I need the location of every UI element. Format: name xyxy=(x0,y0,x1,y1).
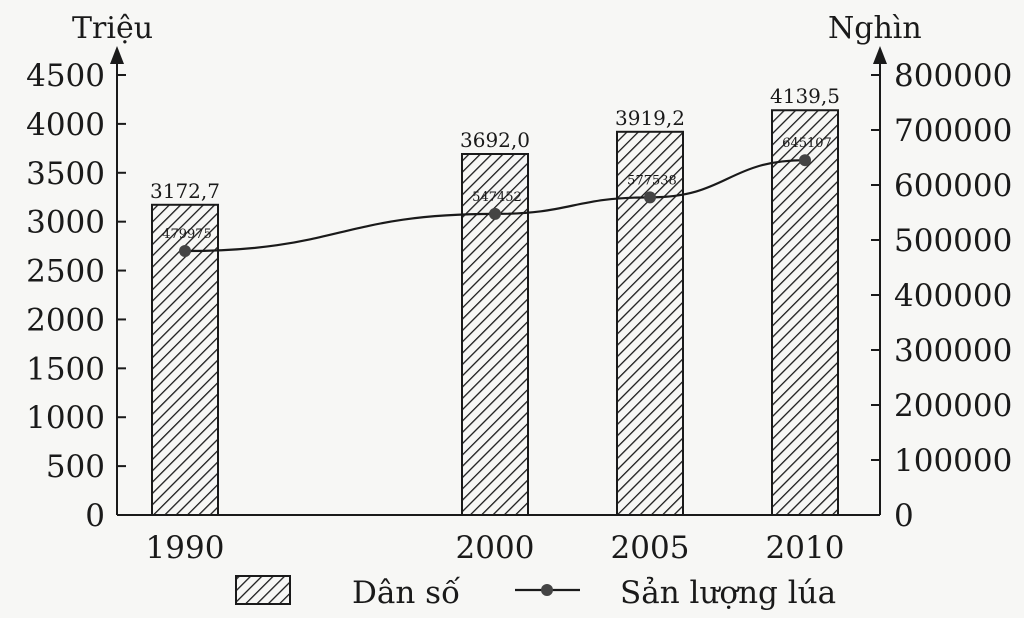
right-tick-label: 500000 xyxy=(894,223,1012,259)
bar-value-label: 4139,5 xyxy=(770,84,840,108)
line-san-luong-lua xyxy=(184,159,806,253)
axes: Triệu Nghìn 0 500 1000 1500 2000 2500 3000 3500 40… xyxy=(26,11,1012,566)
left-axis-unit: Triệu xyxy=(72,11,153,46)
legend-bar-label: Dân số xyxy=(352,575,460,611)
line-point xyxy=(489,207,501,220)
left-tick-label: 3500 xyxy=(26,156,105,192)
right-tick-label: 100000 xyxy=(894,443,1012,479)
x-tick-label: 2005 xyxy=(611,530,690,566)
legend-bar-swatch xyxy=(235,575,291,605)
left-tick-label: 1000 xyxy=(26,400,105,436)
line-value-label: 479975 xyxy=(162,227,212,242)
left-tick-label: 2000 xyxy=(26,302,105,338)
right-axis-arrow xyxy=(873,46,887,64)
line-value-label: 645107 xyxy=(782,136,832,151)
left-tick-label: 2500 xyxy=(26,254,105,290)
line-point xyxy=(179,245,191,258)
line-point xyxy=(644,191,656,204)
left-tick-label: 0 xyxy=(85,498,105,534)
x-tick-label: 2000 xyxy=(456,530,535,566)
bar-value-label: 3172,7 xyxy=(150,179,220,203)
left-tick-label: 4000 xyxy=(26,107,105,143)
line-value-label: 547452 xyxy=(472,190,522,205)
left-tick-label: 4500 xyxy=(26,58,105,94)
legend: Dân số Sản lượng lúa xyxy=(235,575,836,611)
bars: 3172,7 3692,0 3919,2 4139,5 xyxy=(150,84,840,516)
right-tick-label: 600000 xyxy=(894,168,1012,204)
right-tick-label: 400000 xyxy=(894,278,1012,314)
right-tick-label: 300000 xyxy=(894,333,1012,369)
left-tick-label: 3000 xyxy=(26,205,105,241)
line-value-label: 577538 xyxy=(627,173,677,188)
right-tick-label: 0 xyxy=(894,498,914,534)
bar-dan-so xyxy=(771,109,839,516)
line-series: 479975 547452 577538 645107 xyxy=(162,136,832,258)
bar-value-label: 3692,0 xyxy=(460,128,530,152)
left-tick-label: 500 xyxy=(46,449,105,485)
right-tick-label: 800000 xyxy=(894,58,1012,94)
left-axis-arrow xyxy=(110,46,124,64)
right-tick-label: 200000 xyxy=(894,388,1012,424)
right-axis-unit: Nghìn xyxy=(828,11,922,46)
legend-line-marker xyxy=(541,584,553,596)
x-tick-label: 1990 xyxy=(146,530,225,566)
right-tick-label: 700000 xyxy=(894,113,1012,149)
left-tick-label: 1500 xyxy=(26,351,105,387)
bar-dan-so xyxy=(616,130,684,516)
legend-line-label: Sản lượng lúa xyxy=(620,575,836,611)
bar-value-label: 3919,2 xyxy=(615,106,685,130)
x-tick-label: 2010 xyxy=(766,530,845,566)
line-point xyxy=(799,154,811,167)
